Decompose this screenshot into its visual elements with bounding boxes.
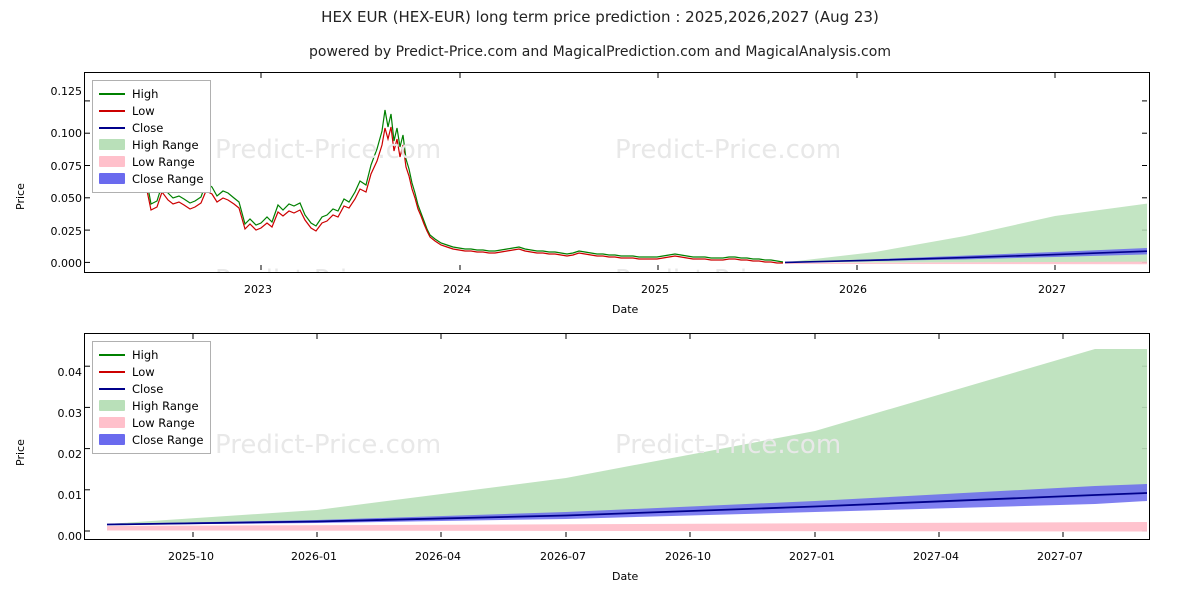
legend-label-low-range: Low Range [132, 154, 195, 169]
legend-item-low: Low [99, 102, 203, 119]
bottom-ytick-0: 0.00 [57, 530, 83, 543]
top-y-axis-label: Price [14, 183, 27, 210]
legend-item-close-b: Close [99, 380, 203, 397]
top-plot-area: Predict-Price.com Predict-Price.com Pred… [84, 72, 1150, 273]
legend-swatch-close-range-icon-b [99, 434, 125, 445]
bottom-xtick-5: 2027-01 [789, 550, 835, 563]
legend-swatch-close-icon [99, 122, 125, 133]
bottom-ytick-4: 0.04 [57, 366, 83, 379]
top-legend: High Low Close High Range Low Range [92, 80, 212, 193]
legend-swatch-high-range-icon-b [99, 400, 125, 411]
top-ytick-3: 0.075 [50, 160, 83, 173]
bottom-xtick-2: 2026-04 [415, 550, 461, 563]
top-low-range-band [785, 261, 1147, 265]
legend-label-low-range-b: Low Range [132, 415, 195, 430]
legend-item-high-range-b: High Range [99, 397, 203, 414]
legend-swatch-high-icon [99, 88, 125, 99]
bottom-high-range-band [107, 349, 1147, 524]
legend-swatch-high-icon-b [99, 349, 125, 360]
top-high-range-band [785, 203, 1147, 263]
legend-label-low-b: Low [132, 364, 155, 379]
top-x-axis-label: Date [612, 303, 639, 316]
legend-item-high-range: High Range [99, 136, 203, 153]
bottom-ytick-1: 0.01 [57, 489, 83, 502]
legend-swatch-low-icon-b [99, 366, 125, 377]
top-xtick-2: 2025 [641, 283, 669, 296]
top-low-line [123, 94, 783, 264]
page-subtitle: powered by Predict-Price.com and Magical… [309, 44, 891, 60]
bottom-legend: High Low Close High Range Low Range [92, 341, 212, 454]
legend-label-close-b: Close [132, 381, 164, 396]
top-ytick-2: 0.050 [50, 192, 83, 205]
bottom-xtick-7: 2027-07 [1037, 550, 1083, 563]
legend-item-close: Close [99, 119, 203, 136]
bottom-x-axis-label: Date [612, 570, 639, 583]
top-chart-svg [85, 73, 1147, 270]
legend-label-high: High [132, 86, 159, 101]
legend-swatch-close-icon-b [99, 383, 125, 394]
top-ytick-1: 0.025 [50, 225, 83, 238]
legend-label-close: Close [132, 120, 164, 135]
bottom-xtick-0: 2025-10 [168, 550, 214, 563]
top-xtick-3: 2026 [839, 283, 867, 296]
bottom-plot-area: Predict-Price.com Predict-Price.com [84, 333, 1150, 540]
bottom-xtick-4: 2026-10 [665, 550, 711, 563]
top-xtick-1: 2024 [443, 283, 471, 296]
bottom-xtick-3: 2026-07 [540, 550, 586, 563]
top-ytick-4: 0.100 [50, 127, 83, 140]
bottom-close-line [106, 492, 1147, 526]
top-xtick-0: 2023 [244, 283, 272, 296]
bottom-ytick-3: 0.03 [57, 407, 83, 420]
bottom-chart-svg [85, 334, 1147, 537]
legend-label-high-b: High [132, 347, 159, 362]
legend-swatch-low-icon [99, 105, 125, 116]
top-high-line [123, 83, 784, 263]
legend-label-low: Low [132, 103, 155, 118]
bottom-close-range-band [107, 484, 1147, 525]
legend-swatch-low-range-icon-b [99, 417, 125, 428]
bottom-xtick-1: 2026-01 [291, 550, 337, 563]
bottom-ytick-2: 0.02 [57, 448, 83, 461]
legend-swatch-close-range-icon [99, 173, 125, 184]
legend-item-low-range: Low Range [99, 153, 203, 170]
top-xtick-4: 2027 [1038, 283, 1066, 296]
legend-label-high-range-b: High Range [132, 398, 199, 413]
legend-swatch-high-range-icon [99, 139, 125, 150]
top-close-range-band [785, 248, 1147, 263]
legend-item-high: High [99, 85, 203, 102]
top-ytick-0: 0.000 [50, 257, 83, 270]
bottom-y-axis-label: Price [14, 439, 27, 466]
bottom-low-range-band [107, 522, 1147, 532]
legend-label-high-range: High Range [132, 137, 199, 152]
legend-item-close-range: Close Range [99, 170, 203, 187]
legend-label-close-range: Close Range [132, 171, 204, 186]
top-ytick-5: 0.125 [50, 85, 83, 98]
top-close-line [784, 250, 1147, 264]
legend-item-high-b: High [99, 346, 203, 363]
legend-label-close-range-b: Close Range [132, 432, 204, 447]
page-title: HEX EUR (HEX-EUR) long term price predic… [321, 8, 879, 26]
legend-item-close-range-b: Close Range [99, 431, 203, 448]
legend-item-low-range-b: Low Range [99, 414, 203, 431]
bottom-xtick-6: 2027-04 [913, 550, 959, 563]
legend-swatch-low-range-icon [99, 156, 125, 167]
legend-item-low-b: Low [99, 363, 203, 380]
